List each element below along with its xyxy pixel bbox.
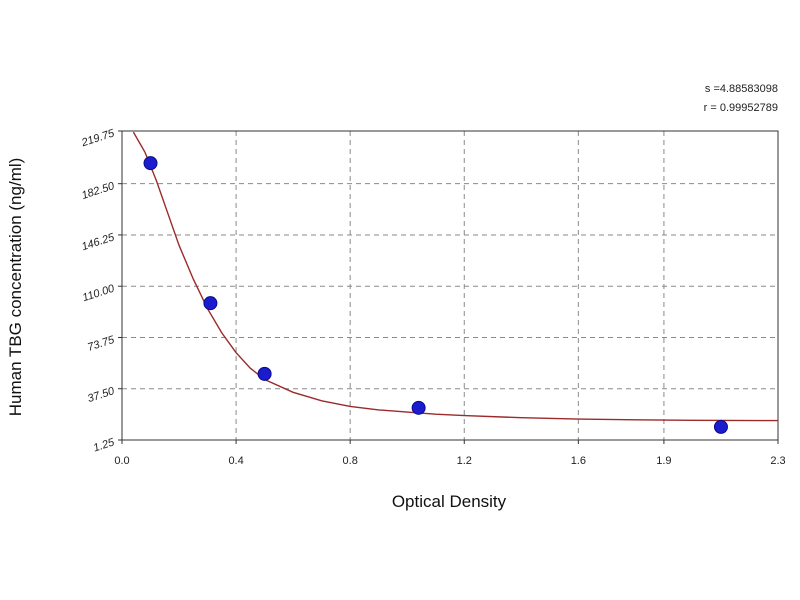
y-tick-label: 219.75 [79, 127, 116, 149]
grid [122, 131, 778, 440]
y-tick-label: 73.75 [86, 334, 117, 354]
x-tick-label: 1.6 [571, 455, 586, 467]
y-tick-label: 182.50 [80, 180, 117, 202]
data-points [143, 156, 728, 434]
y-tick-label: 1.25 [92, 436, 117, 454]
data-point [411, 400, 426, 415]
x-tick-label: 0.0 [114, 455, 129, 467]
data-point [713, 419, 728, 434]
fit-curve-layer [132, 131, 779, 422]
y-axis-title: Human TBG concentration (ng/ml) [6, 158, 25, 417]
x-tick-label: 0.8 [343, 455, 358, 467]
x-axis-title: Optical Density [392, 492, 507, 511]
fit-stat-s: s =4.88583098 [705, 83, 778, 95]
x-tick-label: 0.4 [228, 455, 243, 467]
data-point [143, 156, 158, 171]
data-point [203, 296, 218, 311]
y-tick-label: 110.00 [81, 282, 117, 304]
y-tick-label: 146.25 [80, 231, 117, 253]
y-tick-label: 37.50 [86, 385, 117, 405]
fit-curve [132, 131, 779, 422]
data-point [257, 366, 272, 381]
x-tick-label: 1.2 [457, 455, 472, 467]
x-tick-label: 2.3 [770, 455, 785, 467]
fit-stat-r: r = 0.99952789 [704, 102, 778, 114]
y-ticks: 1.25 37.50 73.75 110.00 146.25 182.50 219.75 [79, 127, 122, 454]
x-tick-label: 1.9 [656, 455, 671, 467]
plot-frame [121, 130, 779, 441]
x-ticks: 0.0 0.4 0.8 1.2 1.6 1.9 2.3 [114, 440, 786, 467]
